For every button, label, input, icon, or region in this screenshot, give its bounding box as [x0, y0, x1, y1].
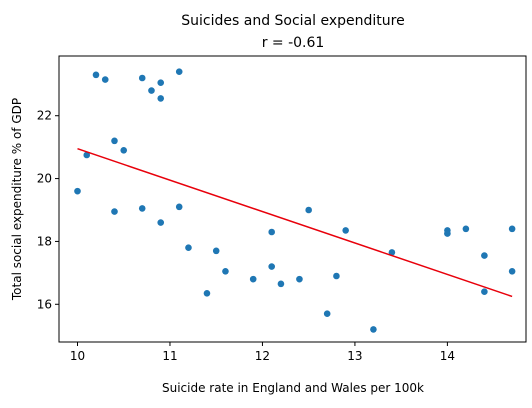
- data-point: [268, 228, 275, 236]
- y-tick-label: 16: [37, 297, 52, 311]
- data-point: [462, 225, 470, 233]
- x-tick-label: 14: [440, 349, 455, 363]
- data-point: [222, 267, 229, 275]
- data-point: [203, 289, 211, 297]
- data-point: [74, 187, 81, 195]
- data-point: [305, 206, 312, 214]
- trend-line: [77, 148, 513, 298]
- y-axis-ticks: 16 18 20 22: [37, 109, 59, 311]
- y-tick-label: 20: [37, 172, 52, 186]
- data-point: [111, 208, 118, 215]
- x-axis-ticks: 10 11 12 13 14: [70, 342, 455, 363]
- trendline-layer: [77, 148, 513, 298]
- data-point: [83, 151, 91, 159]
- data-point: [481, 288, 488, 296]
- data-point: [212, 247, 220, 255]
- data-point: [175, 68, 183, 76]
- y-tick-label: 22: [37, 109, 52, 123]
- plot-area: [74, 68, 516, 333]
- data-point: [481, 252, 488, 259]
- data-point: [342, 227, 349, 234]
- data-point: [508, 267, 516, 275]
- y-tick-label: 18: [37, 234, 52, 248]
- data-point: [157, 79, 165, 87]
- x-tick-label: 13: [347, 349, 362, 363]
- data-point: [323, 310, 331, 318]
- data-point: [157, 95, 165, 102]
- x-tick-label: 12: [255, 349, 270, 363]
- data-point: [388, 249, 396, 256]
- data-point: [268, 263, 275, 270]
- data-point: [148, 87, 155, 94]
- data-point: [249, 275, 257, 283]
- x-tick-label: 11: [162, 349, 177, 363]
- x-axis-label: Suicide rate in England and Wales per 10…: [162, 381, 424, 395]
- data-point: [185, 244, 192, 252]
- data-point: [277, 280, 285, 288]
- data-point: [333, 272, 340, 280]
- data-point: [101, 76, 109, 83]
- data-point: [444, 230, 451, 237]
- data-point: [508, 225, 516, 233]
- chart-title: Suicides and Social expenditure: [181, 13, 404, 29]
- data-point: [157, 219, 165, 226]
- data-point: [92, 71, 100, 79]
- chart-subtitle: r = -0.61: [262, 35, 325, 51]
- y-axis-label: Total social expenditure % of GDP: [10, 98, 24, 301]
- data-point: [138, 74, 146, 82]
- data-point: [370, 326, 377, 333]
- data-point: [296, 275, 303, 283]
- data-point: [120, 146, 128, 154]
- x-tick-label: 10: [70, 349, 85, 363]
- data-point: [138, 205, 146, 212]
- data-point: [175, 203, 183, 211]
- points-layer: [74, 68, 516, 333]
- axes-frame: [58, 55, 527, 343]
- data-point: [111, 137, 118, 145]
